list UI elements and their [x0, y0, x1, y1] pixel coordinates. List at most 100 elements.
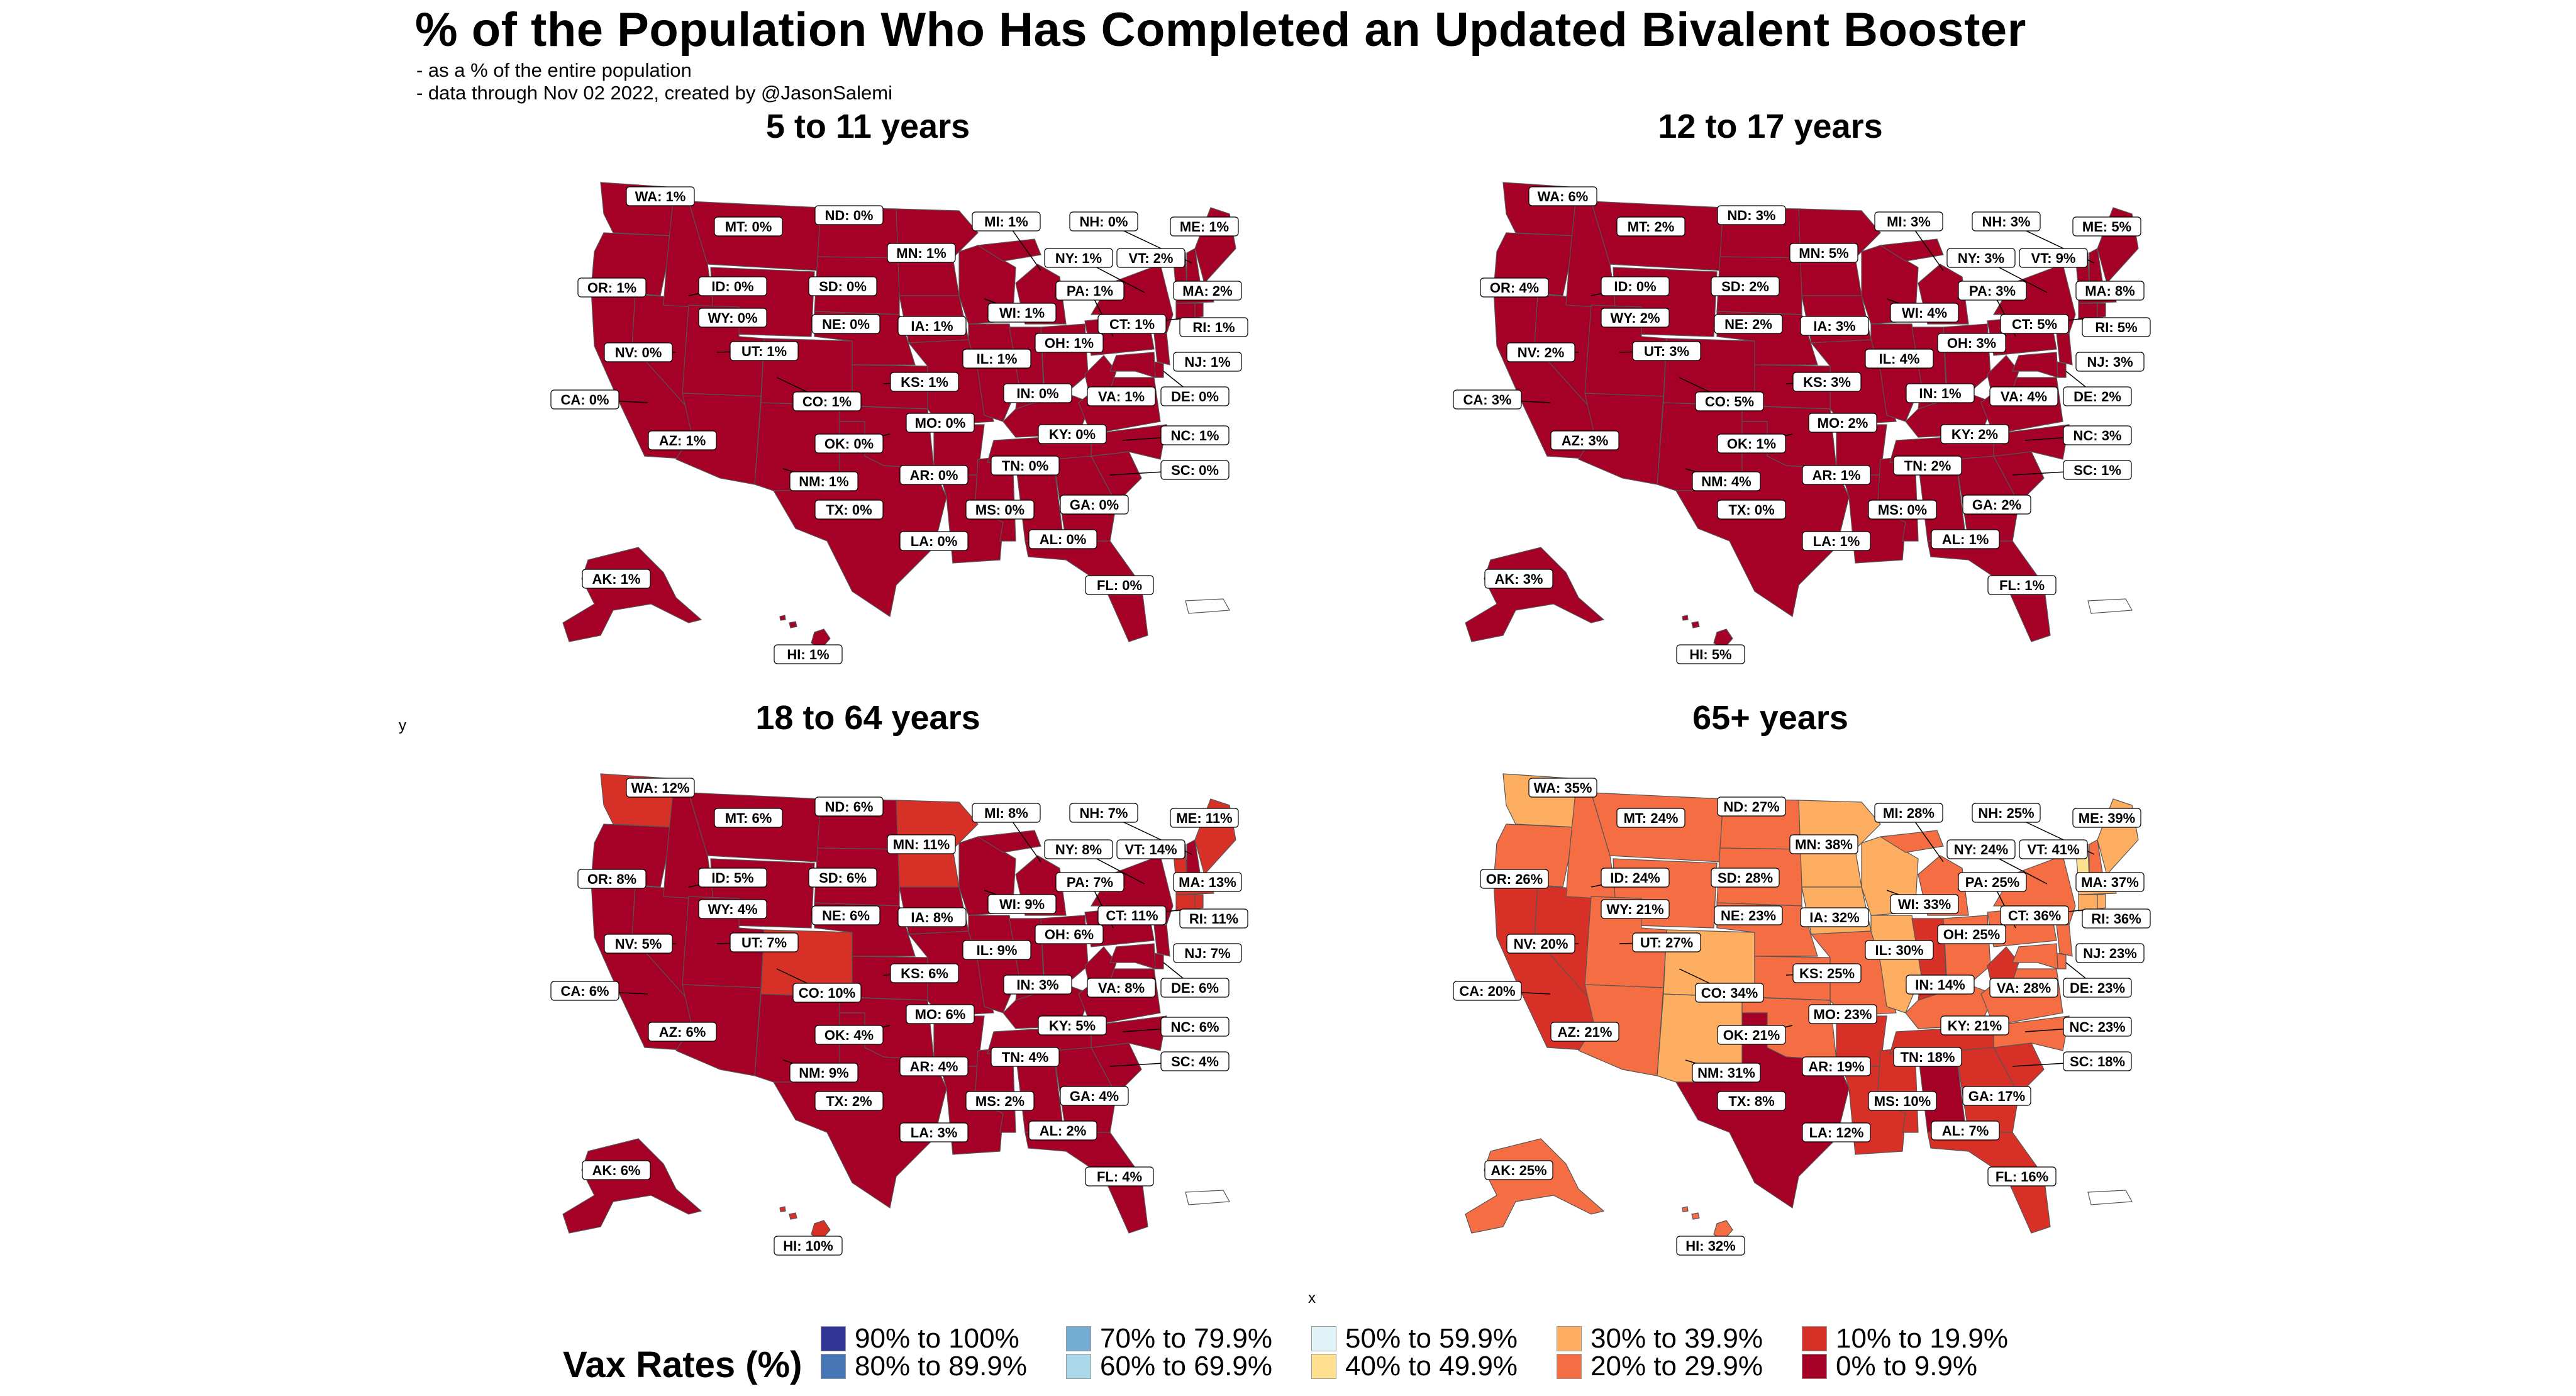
label-text: SC: 4% [1171, 1054, 1219, 1069]
state-label-or: OR: 8% [577, 869, 647, 889]
state-label-me: ME: 11% [1170, 808, 1239, 828]
label-box [2000, 314, 2069, 334]
state-label-ma: MA: 13% [1173, 872, 1242, 892]
label-text: WY: 4% [708, 902, 757, 917]
label-box [1173, 352, 1242, 372]
label-box [811, 314, 880, 334]
state-label-ct: CT: 5% [2000, 314, 2092, 334]
state-shape-ct [2078, 303, 2098, 320]
state-label-ny: NY: 24% [1946, 839, 2048, 885]
label-box [1506, 934, 1575, 954]
state-label-il: IL: 9% [962, 940, 1031, 960]
label-box [899, 1056, 969, 1076]
state-shape-pr [1185, 598, 1230, 614]
state-label-va: VA: 8% [1087, 978, 1156, 998]
label-box [1069, 803, 1138, 823]
label-box [2075, 281, 2145, 301]
state-label-de: DE: 0% [1160, 371, 1230, 406]
label-text: AR: 1% [1812, 467, 1860, 483]
label-text: GA: 17% [1968, 1088, 2025, 1104]
state-label-ri: RI: 36% [2082, 908, 2151, 929]
state-label-id: ID: 0% [688, 276, 767, 296]
state-label-sc: SC: 1% [2012, 460, 2132, 480]
label-box [1160, 425, 1230, 445]
label-text: HI: 32% [1685, 1238, 1735, 1254]
state-label-wy: WY: 0% [698, 308, 767, 328]
label-text: MI: 28% [1883, 805, 1935, 821]
label-box [1789, 834, 1858, 854]
label-box [550, 389, 619, 410]
state-shape-ct [1175, 303, 1196, 320]
label-box [1989, 386, 2058, 406]
state-label-ga: GA: 17% [1962, 1086, 2031, 1106]
state-shape-hi [779, 615, 831, 650]
label-box [890, 963, 959, 983]
state-label-nm: NM: 1% [782, 468, 858, 491]
state-label-ar: AR: 1% [1802, 465, 1871, 485]
label-box [1800, 907, 1869, 927]
label-box [2063, 1017, 2132, 1037]
label-text: NV: 2% [1518, 345, 1565, 360]
state-label-de: DE: 23% [2063, 962, 2132, 998]
label-box [698, 308, 767, 328]
label-box [582, 1160, 651, 1180]
state-label-al: AL: 2% [1028, 1120, 1097, 1141]
subtitle-line-1: - as a % of the entire population [416, 59, 692, 81]
label-box [714, 216, 783, 237]
label-text: OK: 1% [1727, 436, 1776, 452]
state-label-az: AZ: 3% [1550, 430, 1619, 450]
state-label-ma: MA: 37% [2075, 872, 2145, 892]
label-box [1087, 386, 1156, 406]
label-text: SC: 1% [2074, 462, 2121, 478]
label-text: NM: 31% [1697, 1065, 1755, 1081]
label-box [1987, 575, 2057, 595]
label-box [1601, 868, 1670, 888]
label-text: MS: 10% [1874, 1093, 1931, 1109]
label-text: PA: 7% [1067, 874, 1113, 890]
state-label-me: ME: 5% [2072, 216, 2141, 237]
state-label-ia: IA: 32% [1800, 907, 1869, 927]
label-box [1480, 277, 1549, 298]
state-label-ct: CT: 36% [2000, 905, 2092, 925]
legend-swatch [1557, 1326, 1582, 1351]
label-box [1906, 383, 1975, 403]
state-label-in: IN: 1% [1906, 383, 1975, 403]
state-shape-ak [562, 1138, 702, 1234]
label-text: NY: 8% [1055, 842, 1102, 857]
label-text: SD: 28% [1718, 870, 1773, 886]
label-box [1874, 211, 1943, 232]
state-labels: WA: 12% MT: 6% ND: 6% MI: 8% NH: 7% ME: 11% MN… [550, 778, 1248, 1256]
label-box [789, 1063, 858, 1083]
state-label-ms: MS: 2% [965, 1091, 1035, 1111]
label-box [730, 932, 799, 952]
label-text: ID: 0% [711, 279, 753, 294]
label-box [1717, 433, 1786, 454]
state-label-mn: MN: 38% [1789, 834, 1858, 854]
state-label-az: AZ: 21% [1550, 1022, 1619, 1042]
label-text: TN: 4% [1002, 1049, 1049, 1065]
label-text: CA: 3% [1463, 392, 1511, 408]
state-label-me: ME: 39% [2072, 808, 2141, 828]
label-box [2082, 908, 2151, 929]
label-text: MT: 2% [1628, 219, 1675, 235]
state-label-nm: NM: 31% [1685, 1059, 1761, 1083]
label-text: ND: 3% [1727, 208, 1775, 223]
state-label-ne: NE: 0% [811, 314, 880, 334]
label-box [991, 455, 1060, 476]
legend-label: 30% to 39.9% [1591, 1323, 1763, 1354]
state-label-ks: KS: 25% [1785, 963, 1862, 983]
label-text: MO: 2% [1818, 415, 1868, 431]
state-shape-nc [1091, 424, 1167, 460]
label-text: IN: 1% [1919, 386, 1961, 401]
state-label-ok: OK: 4% [814, 1025, 891, 1045]
state-label-wi: WI: 1% [984, 298, 1057, 323]
label-text: AK: 6% [592, 1163, 640, 1178]
label-box [774, 644, 843, 664]
label-text: NV: 0% [615, 345, 662, 360]
state-label-nv: NV: 20% [1506, 934, 1579, 954]
label-text: ID: 24% [1610, 870, 1660, 886]
label-text: AL: 2% [1040, 1123, 1087, 1139]
state-label-co: CO: 10% [776, 968, 862, 1003]
label-text: WI: 9% [999, 896, 1045, 912]
label-text: AL: 0% [1040, 532, 1087, 547]
